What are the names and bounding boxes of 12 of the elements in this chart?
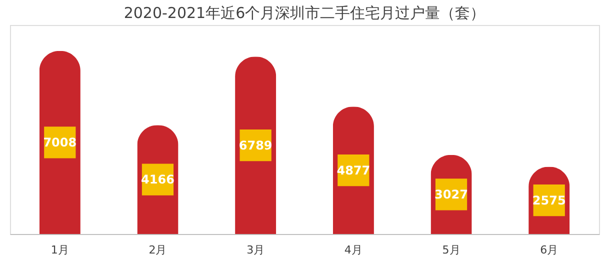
x-tick-label: 3月 [246, 244, 265, 256]
chart-title: 2020-2021年近6个月深圳市二手住宅月过户量（套） [124, 4, 486, 22]
data-label: 4166 [141, 172, 174, 187]
data-label: 6789 [238, 138, 272, 152]
x-tick-label: 5月 [442, 244, 460, 256]
x-tick-label: 2月 [148, 244, 167, 256]
data-label: 2575 [532, 193, 566, 208]
x-tick-label: 6月 [540, 244, 558, 256]
x-tick-label: 1月 [50, 244, 69, 256]
data-label: 7008 [43, 135, 77, 150]
data-label: 3027 [434, 187, 468, 202]
x-tick-label: 4月 [344, 244, 362, 256]
